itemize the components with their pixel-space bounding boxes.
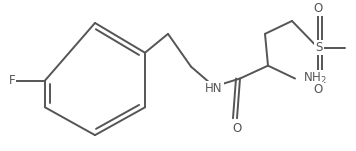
Text: O: O [313,2,323,14]
Text: HN: HN [205,82,223,95]
Text: O: O [313,83,323,96]
Text: F: F [9,74,15,87]
Text: O: O [232,122,242,135]
Text: S: S [315,41,323,54]
Text: NH$_2$: NH$_2$ [303,71,327,86]
